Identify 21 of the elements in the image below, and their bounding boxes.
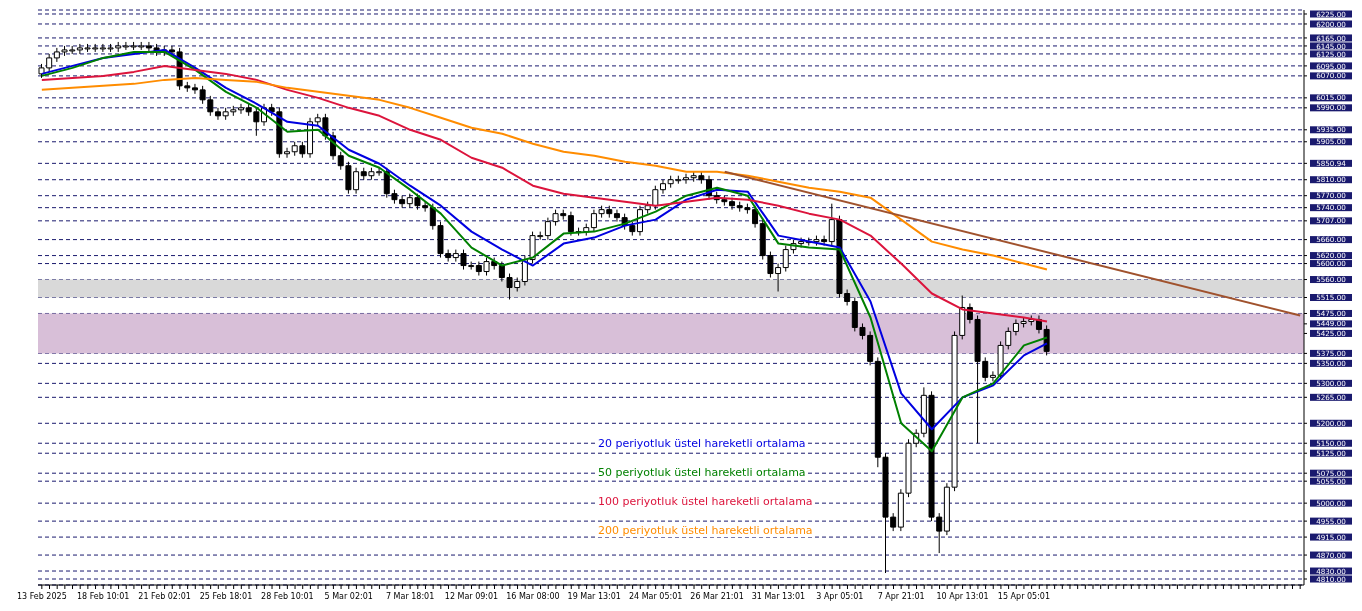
x-tick-label: 13 Feb 2025: [16, 592, 67, 601]
x-tick-label: 16 Mar 08:00: [506, 592, 560, 601]
x-tick-label: 31 Mar 13:01: [751, 592, 806, 601]
text: 200 periyotluk üstel hareketli ortalama: [598, 524, 813, 537]
x-tick-label: 19 Mar 13:01: [567, 592, 621, 601]
x-tick-label: 28 Feb 10:01: [261, 592, 314, 601]
text: 20 periyotluk üstel hareketli ortalama: [598, 437, 806, 450]
x-tick-label: 15 Apr 05:01: [997, 592, 1051, 601]
x-tick-label: 24 Mar 05:01: [628, 592, 683, 601]
text: 100 periyotluk üstel hareketli ortalama: [598, 495, 813, 508]
x-tick-label: 7 Apr 21:01: [877, 592, 925, 601]
x-tick-label: 26 Mar 21:01: [690, 592, 744, 601]
x-tick-label: 5 Mar 02:01: [324, 592, 373, 601]
x-tick-label: 10 Apr 13:01: [936, 592, 989, 601]
x-tick-label: 3 Apr 05:01: [816, 592, 864, 601]
x-tick-label: 25 Feb 18:01: [199, 592, 253, 601]
x-tick-label: 18 Feb 10:01: [76, 592, 130, 601]
x-tick-label: 21 Feb 02:01: [138, 592, 191, 601]
x-tick-label: 7 Mar 18:01: [385, 592, 435, 601]
x-tick-label: 12 Mar 09:01: [444, 592, 499, 601]
text: 50 periyotluk üstel hareketli ortalama: [598, 466, 806, 479]
